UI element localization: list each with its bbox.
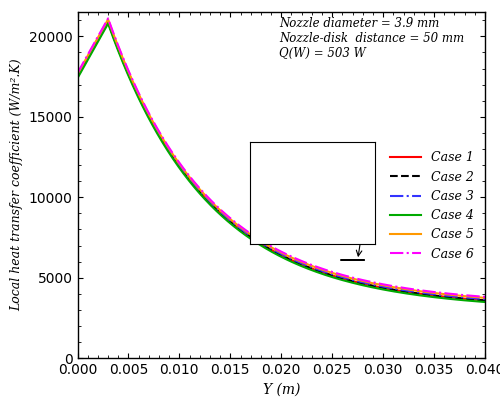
Case 3	[240, 228, 246, 233]
Case 3	[354, 279, 360, 284]
Case 4	[400, 291, 406, 295]
Case 2	[116, 50, 122, 55]
Case 6	[116, 46, 122, 51]
Case 5	[254, 236, 260, 241]
Case 6	[482, 294, 488, 299]
Line: Case 3: Case 3	[78, 21, 485, 299]
Case 3	[254, 238, 260, 243]
Case 5	[482, 295, 488, 300]
Line: Case 2: Case 2	[78, 22, 485, 300]
Case 6	[74, 70, 80, 75]
Case 3	[74, 73, 80, 78]
X-axis label: Y (m): Y (m)	[262, 383, 300, 396]
Case 5	[74, 72, 80, 77]
Case 3	[392, 287, 398, 291]
Case 4	[116, 52, 122, 57]
Case 6	[354, 276, 360, 281]
Case 1	[254, 239, 260, 244]
Text: Nozzle diameter = 3.9 mm
Nozzle-disk  distance = 50 mm
Q(W) = 503 W: Nozzle diameter = 3.9 mm Nozzle-disk dis…	[279, 18, 464, 60]
Case 5	[240, 227, 246, 232]
Case 2	[254, 239, 260, 244]
Case 1	[240, 229, 246, 234]
Case 3	[105, 18, 111, 23]
Case 4	[240, 231, 246, 236]
Case 6	[240, 225, 246, 230]
Case 1	[105, 20, 111, 24]
Line: Case 1: Case 1	[78, 22, 485, 300]
Case 2	[354, 280, 360, 285]
Case 1	[400, 289, 406, 294]
Case 3	[400, 288, 406, 293]
Case 1	[482, 298, 488, 303]
Line: Case 5: Case 5	[78, 20, 485, 298]
Case 6	[105, 16, 111, 21]
Case 4	[482, 300, 488, 304]
Case 5	[400, 286, 406, 291]
Case 2	[392, 288, 398, 293]
Case 6	[254, 236, 260, 241]
Case 5	[105, 17, 111, 22]
Case 2	[240, 229, 246, 234]
Case 2	[400, 289, 406, 294]
Case 6	[392, 284, 398, 289]
Case 4	[254, 241, 260, 246]
Case 3	[116, 49, 122, 54]
Case 2	[105, 20, 111, 24]
Legend: Case 1, Case 2, Case 3, Case 4, Case 5, Case 6: Case 1, Case 2, Case 3, Case 4, Case 5, …	[384, 147, 479, 266]
Y-axis label: Local heat transfer coefficient (W/m².K): Local heat transfer coefficient (W/m².K)	[10, 59, 23, 311]
Case 2	[74, 74, 80, 79]
Case 1	[116, 50, 122, 55]
Case 4	[354, 282, 360, 287]
Case 2	[482, 298, 488, 303]
Case 5	[392, 285, 398, 290]
Case 1	[392, 288, 398, 293]
Case 4	[105, 21, 111, 26]
Line: Case 4: Case 4	[78, 24, 485, 302]
Case 5	[116, 48, 122, 53]
Case 3	[482, 297, 488, 302]
Case 6	[400, 285, 406, 290]
Case 5	[354, 278, 360, 282]
Case 1	[74, 74, 80, 79]
Case 1	[354, 280, 360, 285]
Line: Case 6: Case 6	[78, 18, 485, 297]
Case 4	[392, 289, 398, 294]
Case 4	[74, 76, 80, 81]
